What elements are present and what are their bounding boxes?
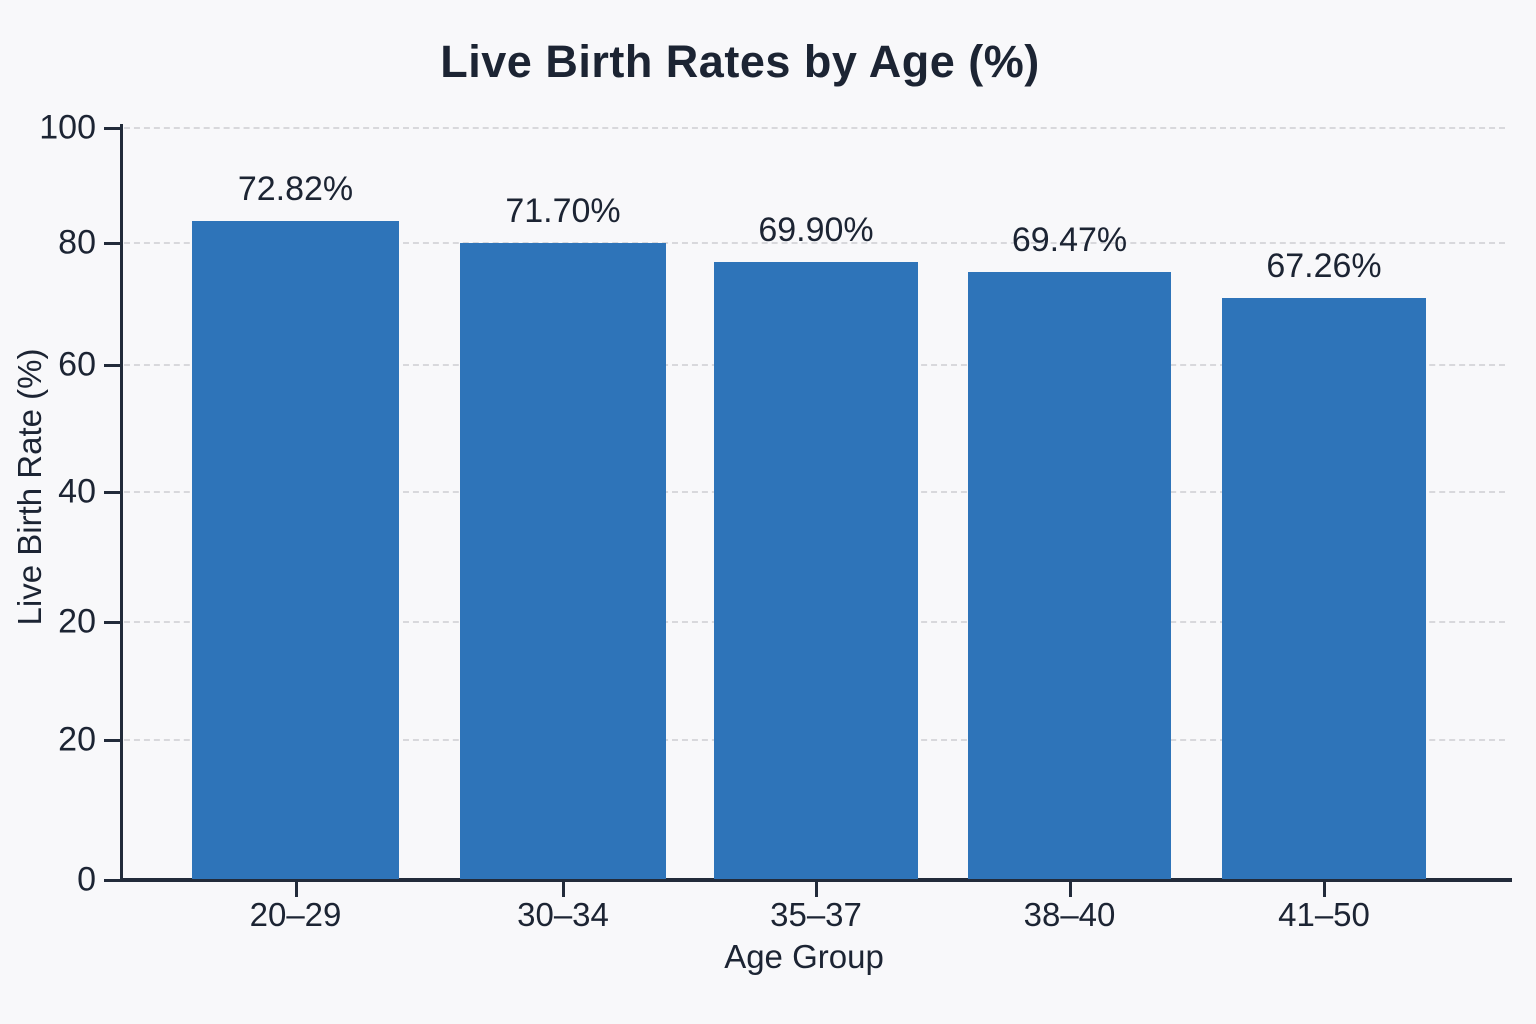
gridline: [124, 127, 1505, 129]
bar-41-50: [1222, 298, 1426, 879]
y-tick-mark: [104, 739, 120, 742]
bar-value-label: 71.70%: [505, 192, 621, 230]
y-tick-mark: [104, 364, 120, 367]
y-tick-label: 80: [58, 223, 96, 262]
x-tick-label: 41–50: [1278, 896, 1370, 933]
bar-value-label: 72.82%: [237, 170, 354, 208]
gridline: [124, 242, 1505, 244]
bar-38-40: [968, 272, 1171, 879]
x-tick-mark: [815, 882, 818, 897]
y-tick-label: 60: [58, 345, 96, 384]
y-tick-mark: [104, 879, 120, 882]
bar-20-29: [192, 221, 399, 879]
y-tick-mark: [104, 621, 120, 624]
x-tick-mark: [1068, 882, 1072, 897]
x-axis-spine: [120, 878, 1512, 882]
y-tick-mark: [104, 491, 120, 494]
bar-value-label: 69.47%: [1011, 221, 1128, 259]
y-axis-spine: [120, 124, 123, 881]
y-tick-label: 100: [39, 108, 96, 147]
chart-title: Live Birth Rates by Age (%): [440, 36, 1040, 87]
y-tick-label: 20: [58, 602, 96, 641]
x-tick-mark: [562, 882, 565, 897]
y-tick-label: 40: [58, 472, 96, 511]
y-tick-label: 20: [58, 720, 96, 759]
y-tick-label: 0: [77, 860, 96, 899]
x-tick-label: 35–37: [770, 896, 862, 933]
bar-value-label: 67.26%: [1266, 247, 1382, 285]
bar-30-34: [460, 243, 666, 879]
x-tick-label: 38–40: [1023, 896, 1116, 933]
x-axis-title: Age Group: [724, 938, 884, 975]
x-tick-label: 20–29: [249, 896, 342, 933]
x-tick-mark: [1323, 882, 1326, 897]
x-tick-mark: [294, 882, 298, 897]
bar-35-37: [714, 262, 918, 879]
x-tick-label: 30–34: [517, 896, 609, 933]
y-tick-mark: [104, 127, 120, 130]
bar-value-label: 69.90%: [758, 211, 874, 249]
y-tick-mark: [104, 242, 120, 245]
